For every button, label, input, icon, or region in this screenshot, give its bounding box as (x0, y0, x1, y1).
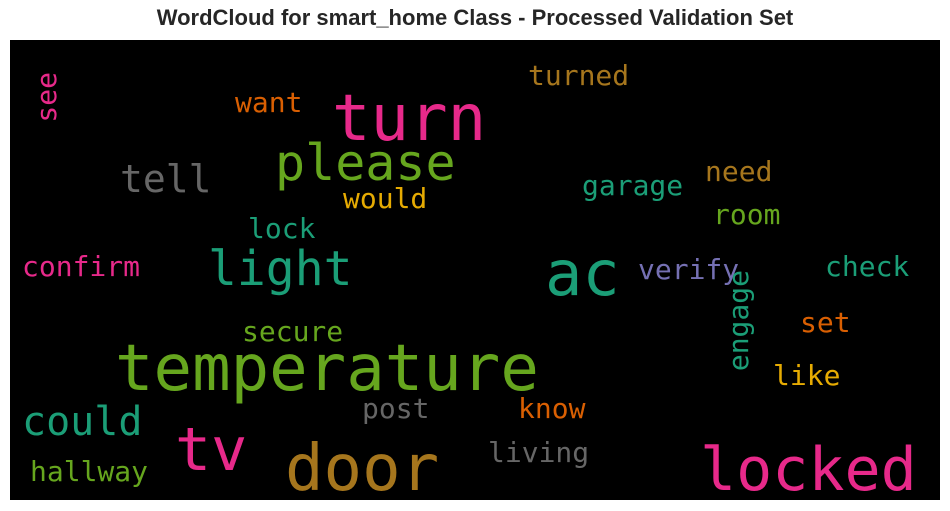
word-set: set (800, 306, 851, 339)
word-door: door (285, 432, 439, 500)
word-temperature: temperature (115, 332, 539, 406)
word-ac: ac (545, 237, 620, 310)
word-hallway: hallway (30, 455, 148, 488)
word-know: know (518, 392, 586, 425)
word-light: light (208, 241, 353, 297)
word-turn: turn (332, 82, 486, 156)
word-tv: tv (175, 415, 247, 485)
chart-title: WordCloud for smart_home Class - Process… (156, 5, 794, 30)
word-turned: turned (528, 59, 629, 92)
word-engage: engage (722, 270, 755, 371)
word-lock: lock (248, 212, 316, 245)
word-want: want (235, 86, 302, 119)
word-living: living (488, 436, 589, 469)
word-check: check (825, 250, 909, 283)
word-post: post (362, 392, 429, 425)
word-like: like (773, 359, 840, 392)
word-confirm: confirm (22, 250, 140, 283)
word-see: see (30, 72, 63, 123)
word-garage: garage (582, 169, 683, 202)
word-verify: verify (638, 253, 739, 286)
word-please: please (275, 134, 456, 192)
wordcloud-canvas: turn please ac temperature door locked tv light… (10, 40, 940, 500)
word-locked: locked (700, 435, 917, 500)
word-need: need (705, 155, 772, 188)
word-room: room (713, 198, 780, 231)
word-tell: tell (120, 157, 212, 201)
word-could: could (22, 399, 142, 445)
word-secure: secure (242, 315, 343, 348)
word-would: would (343, 182, 427, 215)
